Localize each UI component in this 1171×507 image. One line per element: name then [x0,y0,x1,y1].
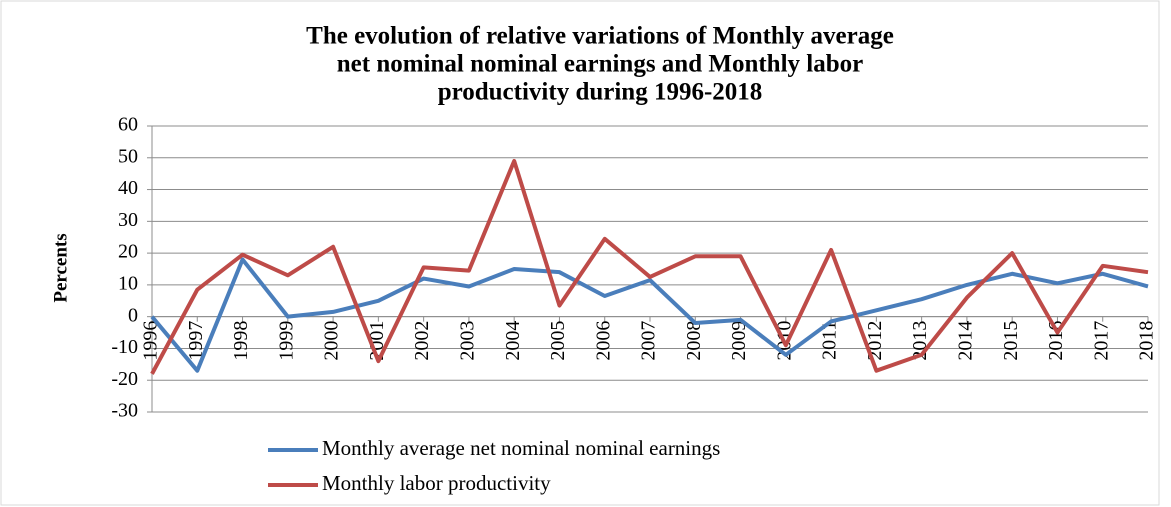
x-tick-label: 2014 [955,321,977,361]
x-tick-label: 1999 [275,321,297,361]
y-tick-label: 0 [128,304,138,326]
y-tick-label: -30 [111,400,138,422]
y-tick-label: 40 [118,177,138,199]
chart-title: productivity during 1996-2018 [438,79,763,106]
chart-title: The evolution of relative variations of … [306,23,894,50]
y-tick-label: 60 [118,114,138,136]
x-tick-label: 2017 [1090,321,1112,361]
y-tick-label: 50 [118,145,138,167]
x-tick-label: 1998 [230,321,252,361]
y-tick-label: -10 [111,336,138,358]
x-tick-label: 1997 [185,321,207,361]
series-line [150,158,1149,375]
x-tick-label: 2003 [457,321,479,361]
x-tick-label: 2000 [321,321,343,361]
x-tick-label: 2015 [1000,321,1022,361]
x-tick-label: 2012 [864,321,886,361]
legend-label: Monthly average net nominal nominal earn… [322,436,720,460]
x-tick-label: 2002 [411,321,433,361]
x-tick-label: 2004 [502,321,524,361]
x-tick-label: 2009 [728,321,750,361]
x-tick-label: 2007 [638,321,660,361]
x-tick-label: 2008 [683,321,705,361]
y-tick-label: 30 [118,209,138,231]
x-tick-label: 2018 [1136,321,1158,361]
y-tick-label: 10 [118,272,138,294]
x-tick-label: 1996 [140,321,162,361]
y-tick-label: 20 [118,241,138,263]
legend-label: Monthly labor productivity [322,471,551,495]
x-tick-label: 2016 [1045,321,1067,361]
x-tick-label: 2011 [819,321,841,360]
x-tick-label: 2005 [547,321,569,361]
y-axis-label: Percents [50,233,71,302]
chart-title: net nominal nominal earnings and Monthly… [337,51,863,78]
y-tick-label: -20 [111,368,138,390]
x-tick-label: 2006 [592,321,614,361]
